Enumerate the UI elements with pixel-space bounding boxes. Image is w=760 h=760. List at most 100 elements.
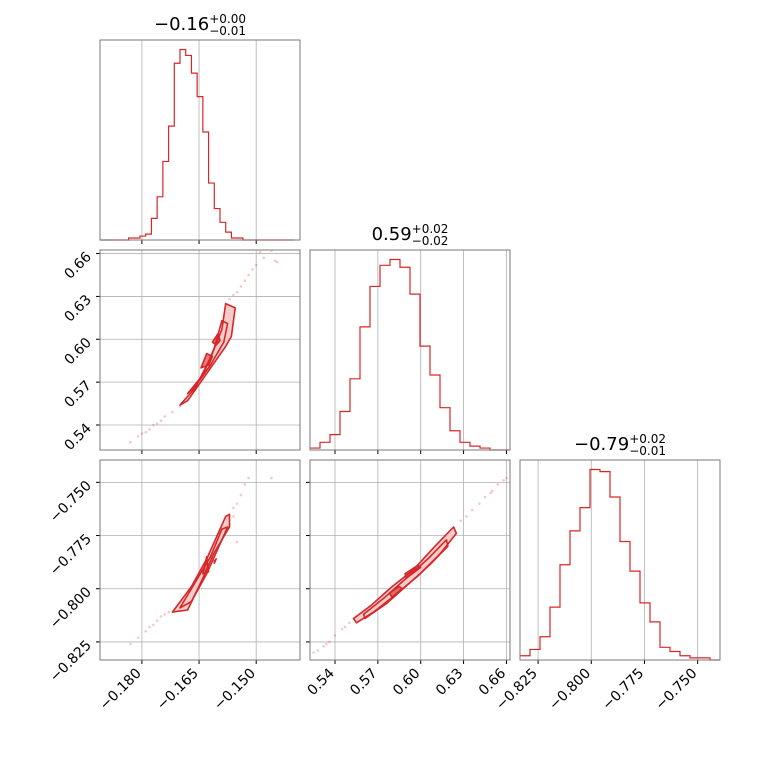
sample-point — [333, 634, 337, 637]
density-contour — [362, 538, 449, 620]
density-contour — [200, 352, 214, 369]
panel-background — [100, 460, 300, 660]
panel-frame — [99, 459, 301, 661]
sample-point — [155, 422, 159, 425]
sample-point — [489, 491, 493, 495]
plot-root: −0.16+0.00 −0.010.59+0.02 −0.02−0.825 −0.80… — [47, 12, 721, 713]
sample-point — [340, 627, 344, 631]
sample-point — [129, 440, 132, 444]
panel-title: −0.16+0.00 −0.01 — [154, 12, 246, 38]
sample-point — [275, 260, 279, 264]
sample-point — [316, 649, 320, 652]
sample-point — [235, 540, 239, 544]
sample-point — [270, 476, 273, 480]
sample-point — [232, 293, 235, 297]
panel-background — [520, 460, 720, 660]
density-contour — [211, 332, 221, 346]
sample-point — [470, 508, 474, 512]
sample-point — [171, 410, 174, 414]
sample-point — [159, 615, 163, 618]
sample-point — [163, 612, 167, 616]
sample-point — [239, 285, 243, 288]
title-lower-error: −0.01 — [209, 24, 246, 38]
sample-point — [270, 250, 273, 253]
sample-point — [262, 256, 266, 260]
title-value: −0.16 — [154, 14, 209, 35]
sample-point — [347, 621, 351, 625]
sample-point — [254, 263, 258, 267]
panel-marks — [129, 250, 279, 444]
sample-point — [325, 642, 328, 646]
sample-point — [140, 432, 144, 435]
sample-point — [152, 623, 155, 627]
sample-point — [243, 483, 247, 486]
title-lower-error: −0.02 — [412, 234, 449, 248]
density-contour — [202, 555, 210, 575]
title-value: −0.79 — [574, 434, 629, 455]
sample-point — [343, 625, 347, 629]
title-value: 0.59 — [372, 224, 412, 245]
histogram-panel-p0: −0.16+0.00 −0.01 — [99, 12, 301, 244]
sample-point — [247, 476, 250, 480]
title-lower-error: −0.01 — [629, 444, 666, 458]
title-upper-error: +0.02 — [412, 222, 449, 236]
sample-point — [322, 644, 325, 648]
sample-point — [459, 519, 463, 522]
sample-point — [152, 423, 155, 427]
sample-point — [239, 493, 243, 497]
panel-background — [100, 40, 300, 240]
panel-frame — [309, 249, 511, 451]
title-upper-error: +0.02 — [629, 432, 666, 446]
density-contour — [179, 526, 229, 609]
panel-frame — [99, 39, 301, 241]
sample-point — [247, 273, 250, 277]
sample-point — [167, 610, 170, 614]
title-upper-error: +0.00 — [209, 12, 246, 26]
sample-point — [228, 297, 231, 301]
panel-frame — [519, 459, 721, 661]
sample-point — [232, 515, 235, 518]
sample-point — [243, 279, 247, 283]
panel-background — [310, 460, 510, 660]
sample-point — [155, 619, 159, 622]
histogram-step-line — [310, 258, 510, 451]
sample-point — [136, 636, 140, 639]
panel-title: 0.59+0.02 −0.02 — [372, 222, 449, 248]
density-contour — [404, 564, 422, 579]
sample-point — [148, 427, 151, 431]
panel-title: −0.79+0.02 −0.01 — [574, 432, 666, 458]
sample-point — [159, 419, 163, 423]
panel-frame — [99, 249, 301, 451]
panel-marks — [312, 476, 508, 654]
sample-point — [148, 625, 151, 629]
sample-point — [483, 495, 487, 499]
sample-point — [129, 642, 132, 646]
sample-point — [235, 502, 239, 505]
panel-background — [100, 250, 300, 450]
density-contour — [388, 585, 403, 599]
sample-point — [505, 476, 508, 480]
histogram-panel-p1: 0.59+0.02 −0.02 — [309, 222, 511, 454]
sample-point — [502, 478, 505, 482]
sample-point — [251, 267, 254, 271]
histogram-step-line — [520, 468, 720, 661]
sample-point — [465, 515, 468, 518]
sample-point — [477, 502, 481, 505]
sample-point — [232, 506, 235, 510]
sample-point — [178, 405, 182, 408]
sample-point — [496, 483, 500, 486]
sample-point — [144, 629, 148, 633]
sample-point — [136, 435, 140, 438]
sample-point — [144, 430, 148, 434]
sample-point — [327, 640, 331, 644]
density-contour — [213, 558, 217, 565]
panel-marks — [129, 476, 273, 646]
sample-point — [163, 415, 167, 418]
panel-frame — [309, 459, 511, 661]
sample-point — [490, 489, 494, 493]
sample-point — [258, 250, 262, 254]
sample-point — [235, 290, 239, 294]
sample-point — [273, 259, 277, 263]
sample-point — [312, 651, 315, 654]
